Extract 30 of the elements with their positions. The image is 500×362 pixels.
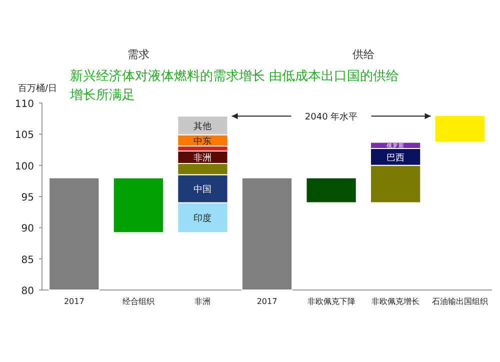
bar	[112, 177, 164, 234]
x-tick-label: 非欧佩克增长	[372, 297, 420, 306]
y-tick-label: 95	[21, 192, 34, 204]
data-label: 中国	[194, 184, 212, 196]
data-label: 非洲	[194, 152, 212, 164]
chart-title: 新兴经济体对液体燃料的需求增长 由低成本出口国的供给增长所满足	[69, 69, 400, 103]
bar	[306, 177, 357, 204]
y-tick-label: 90	[21, 224, 34, 235]
data-label: 中东	[194, 136, 212, 147]
x-tick-label: 经合组织	[122, 297, 154, 306]
x-tick-label: 石油输出国组织	[432, 297, 488, 306]
x-tick-label: 非洲	[194, 297, 211, 306]
x-tick-label: 2017	[256, 297, 278, 306]
y-tick-label: 110	[14, 99, 34, 110]
bar	[48, 177, 100, 290]
bar	[434, 114, 486, 143]
text: 需求	[127, 48, 150, 61]
y-tick-label: 100	[14, 161, 34, 172]
y-tick-label: 105	[14, 130, 34, 142]
y-axis-title: 百万桶/日	[18, 83, 58, 94]
data-label: 其他	[194, 120, 212, 132]
data-label: 印度	[194, 213, 212, 224]
data-label: 巴西	[386, 153, 405, 164]
ref-line-label: 2040 年水平	[304, 112, 358, 123]
bar	[241, 177, 293, 290]
y-tick-label: 80	[21, 286, 34, 297]
x-tick-label: 非欧佩克下降	[307, 297, 356, 306]
y-tick-label: 85	[21, 254, 34, 266]
text: 供给	[352, 48, 374, 61]
x-tick-label: 2017	[64, 297, 84, 306]
